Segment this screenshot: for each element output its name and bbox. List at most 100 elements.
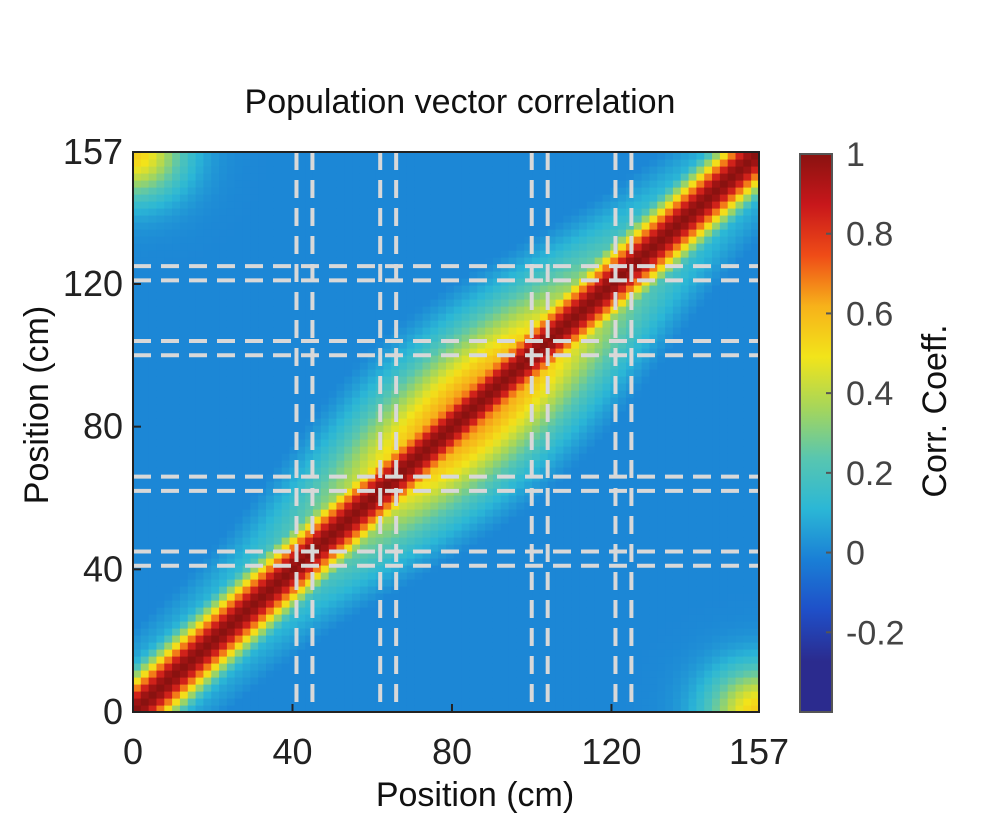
heatmap-cell <box>258 222 267 230</box>
heatmap-cell <box>234 278 244 286</box>
heatmap-cell <box>500 705 510 712</box>
heatmap-cell <box>133 187 142 195</box>
heatmap-cell <box>281 656 291 664</box>
heatmap-cell <box>492 684 502 692</box>
heatmap-cell <box>352 341 361 349</box>
heatmap-cell <box>203 600 212 608</box>
heatmap-cell <box>352 404 361 412</box>
heatmap-cell <box>328 698 338 706</box>
heatmap-cell <box>532 180 541 188</box>
heatmap-cell <box>461 173 471 181</box>
heatmap-cell <box>179 383 189 391</box>
heatmap-cell <box>242 222 251 230</box>
heatmap-cell <box>469 299 478 307</box>
heatmap-cell <box>485 551 494 559</box>
heatmap-cell <box>156 390 165 398</box>
heatmap-cell <box>485 271 494 279</box>
heatmap-cell <box>539 292 549 300</box>
heatmap-cell <box>297 565 306 573</box>
heatmap-cell <box>219 187 228 195</box>
heatmap-cell <box>469 705 478 712</box>
heatmap-cell <box>328 348 338 356</box>
heatmap-cell <box>133 439 142 447</box>
heatmap-cell <box>477 201 486 209</box>
heatmap-cell <box>234 558 244 566</box>
heatmap-cell <box>532 355 541 363</box>
heatmap-cell <box>133 306 142 314</box>
heatmap-cell <box>406 544 416 552</box>
heatmap-cell <box>211 593 220 601</box>
heatmap-cell <box>516 250 525 258</box>
heatmap-cell <box>352 348 361 356</box>
heatmap-cell <box>524 362 533 370</box>
heatmap-cell <box>148 152 158 160</box>
heatmap-cell <box>539 201 549 209</box>
heatmap-cell <box>539 215 549 223</box>
heatmap-cell <box>156 383 165 391</box>
heatmap-cell <box>469 460 478 468</box>
heatmap-cell <box>187 621 197 629</box>
heatmap-cell <box>172 460 181 468</box>
heatmap-cell <box>219 159 228 167</box>
heatmap-cell <box>571 558 580 566</box>
heatmap-cell <box>156 194 165 202</box>
heatmap-cell <box>344 341 353 349</box>
heatmap-cell <box>273 481 283 489</box>
heatmap-cell <box>352 705 361 712</box>
heatmap-cell <box>367 383 377 391</box>
heatmap-cell <box>539 698 549 706</box>
heatmap-cell <box>586 313 596 321</box>
heatmap-cell <box>594 628 604 636</box>
heatmap-cell <box>156 628 165 636</box>
heatmap-cell <box>524 208 533 216</box>
heatmap-cell <box>219 565 228 573</box>
heatmap-cell <box>172 579 181 587</box>
heatmap-cell <box>594 285 604 293</box>
heatmap-cell <box>516 432 525 440</box>
heatmap-cell <box>344 264 353 272</box>
heatmap-cell <box>453 509 463 517</box>
heatmap-cell <box>500 600 510 608</box>
heatmap-cell <box>320 586 330 594</box>
heatmap-cell <box>219 502 228 510</box>
heatmap-cell <box>383 607 392 615</box>
heatmap-cell <box>250 229 259 237</box>
heatmap-cell <box>133 425 142 433</box>
heatmap-cell <box>414 222 424 230</box>
heatmap-cell <box>305 397 314 405</box>
heatmap-cell <box>532 656 541 664</box>
heatmap-cell <box>547 229 557 237</box>
heatmap-cell <box>148 166 158 174</box>
heatmap-cell <box>406 418 416 426</box>
heatmap-cell <box>289 586 298 594</box>
heatmap-cell <box>602 467 611 475</box>
heatmap-cell <box>594 425 604 433</box>
heatmap-cell <box>211 152 220 160</box>
heatmap-cell <box>179 586 189 594</box>
heatmap-cell <box>203 516 212 524</box>
heatmap-cell <box>297 327 306 335</box>
heatmap-cell <box>399 222 408 230</box>
heatmap-cell <box>203 481 212 489</box>
heatmap-cell <box>179 474 189 482</box>
heatmap-cell <box>148 642 158 650</box>
heatmap-cell <box>399 551 408 559</box>
heatmap-cell <box>250 152 259 160</box>
heatmap-cell <box>453 334 463 342</box>
heatmap-cell <box>156 460 165 468</box>
heatmap-cell <box>500 397 510 405</box>
heatmap-cell <box>344 691 353 699</box>
heatmap-cell <box>234 313 244 321</box>
heatmap-cell <box>461 446 471 454</box>
heatmap-cell <box>250 271 259 279</box>
heatmap-cell <box>266 236 275 244</box>
heatmap-cell <box>179 278 189 286</box>
heatmap-cell <box>579 698 588 706</box>
heatmap-cell <box>508 698 518 706</box>
heatmap-cell <box>414 607 424 615</box>
heatmap-cell <box>305 607 314 615</box>
heatmap-cell <box>352 460 361 468</box>
heatmap-cell <box>140 341 150 349</box>
heatmap-cell <box>500 509 510 517</box>
heatmap-cell <box>242 579 251 587</box>
